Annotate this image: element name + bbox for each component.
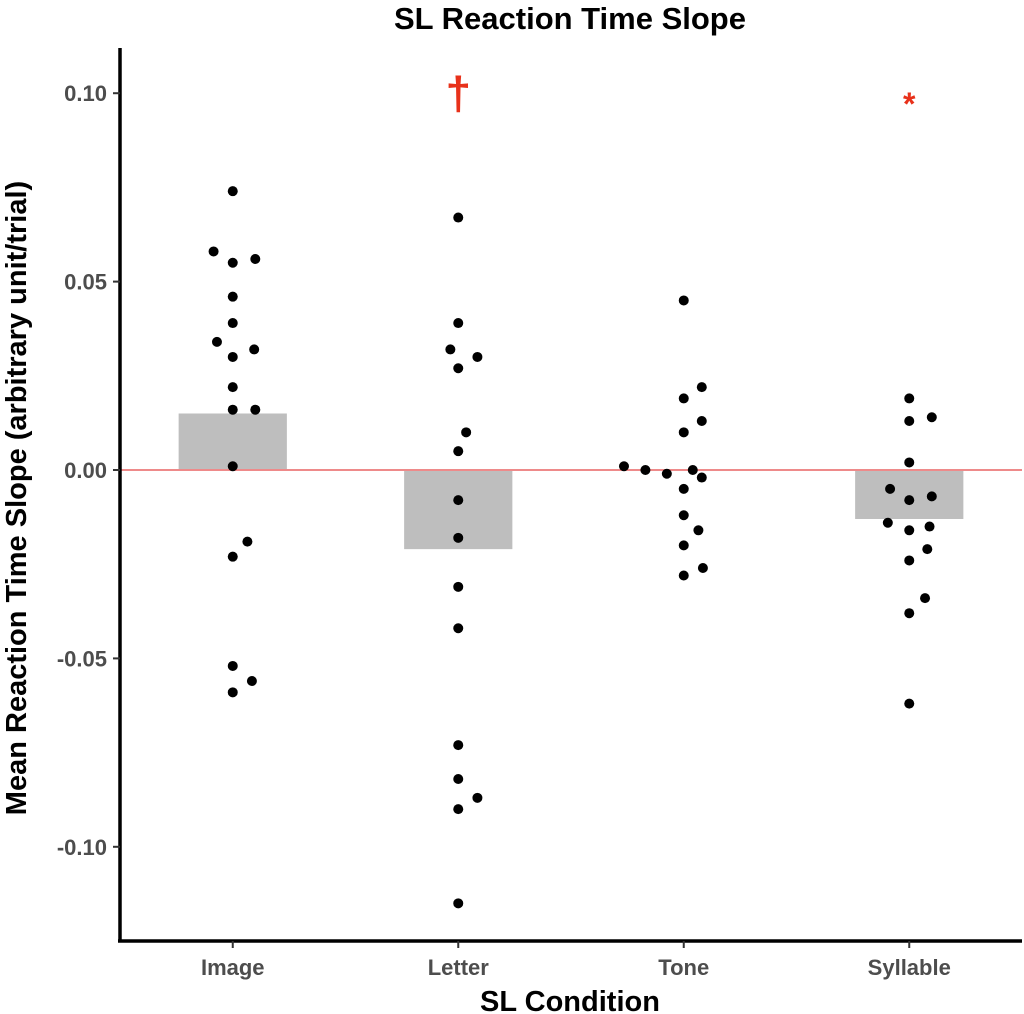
point-syllable-3 bbox=[904, 416, 915, 427]
x-tick-label-tone: Tone bbox=[658, 955, 709, 980]
x-ticks: Image Letter Tone Syllable bbox=[201, 941, 951, 980]
point-syllable-13 bbox=[920, 593, 931, 604]
point-image-2 bbox=[208, 246, 219, 257]
point-syllable-7 bbox=[926, 491, 937, 502]
significance-marker-syllable: * bbox=[903, 86, 916, 122]
significance-layer: † * bbox=[445, 67, 916, 122]
point-syllable-11 bbox=[922, 544, 933, 555]
point-letter-16 bbox=[453, 898, 464, 909]
y-ticks: 0.10 0.05 0.00 -0.05 -0.10 bbox=[57, 81, 120, 860]
point-syllable-5 bbox=[885, 483, 896, 494]
point-tone-15 bbox=[697, 562, 708, 573]
bars-layer bbox=[178, 413, 964, 550]
point-tone-3 bbox=[678, 393, 689, 404]
point-image-11 bbox=[227, 404, 238, 415]
y-tick-label: 0.10 bbox=[64, 81, 107, 106]
point-image-14 bbox=[242, 536, 253, 547]
point-letter-10 bbox=[453, 581, 464, 592]
point-letter-2 bbox=[453, 318, 464, 329]
point-letter-14 bbox=[472, 792, 483, 803]
chart-title: SL Reaction Time Slope bbox=[394, 1, 746, 36]
x-tick-label-letter: Letter bbox=[428, 955, 490, 980]
point-syllable-10 bbox=[924, 521, 935, 532]
point-image-15 bbox=[227, 551, 238, 562]
point-image-9 bbox=[249, 344, 260, 355]
point-tone-6 bbox=[618, 461, 629, 472]
point-syllable-12 bbox=[904, 555, 915, 566]
point-syllable-15 bbox=[904, 698, 915, 709]
point-tone-16 bbox=[678, 570, 689, 581]
point-image-18 bbox=[227, 687, 238, 698]
point-tone-5 bbox=[678, 427, 689, 438]
x-tick-label-syllable: Syllable bbox=[868, 955, 951, 980]
point-letter-13 bbox=[453, 773, 464, 784]
point-syllable-9 bbox=[904, 525, 915, 536]
point-image-10 bbox=[227, 382, 238, 393]
point-tone-12 bbox=[678, 510, 689, 521]
point-letter-8 bbox=[453, 495, 464, 506]
x-tick-label-image: Image bbox=[201, 955, 265, 980]
point-letter-9 bbox=[453, 532, 464, 543]
point-letter-5 bbox=[453, 363, 464, 374]
point-tone-11 bbox=[678, 483, 689, 494]
point-letter-7 bbox=[453, 446, 464, 457]
point-letter-4 bbox=[472, 351, 483, 362]
point-letter-12 bbox=[453, 740, 464, 751]
point-image-12 bbox=[250, 404, 261, 415]
point-syllable-8 bbox=[882, 517, 893, 528]
point-tone-2 bbox=[696, 382, 707, 393]
point-image-5 bbox=[227, 291, 238, 302]
y-tick-label: -0.10 bbox=[57, 835, 107, 860]
point-image-16 bbox=[227, 660, 238, 671]
point-tone-8 bbox=[661, 468, 672, 479]
point-tone-7 bbox=[640, 465, 651, 476]
point-tone-10 bbox=[696, 472, 707, 483]
point-letter-15 bbox=[453, 804, 464, 815]
point-syllable-4 bbox=[904, 457, 915, 468]
bar-syllable bbox=[855, 470, 964, 519]
x-axis-title: SL Condition bbox=[480, 986, 660, 1014]
point-image-3 bbox=[227, 257, 238, 268]
point-letter-11 bbox=[453, 623, 464, 634]
point-letter-1 bbox=[453, 212, 464, 223]
point-letter-3 bbox=[445, 344, 456, 355]
point-image-6 bbox=[227, 318, 238, 329]
point-tone-4 bbox=[696, 416, 707, 427]
y-tick-label: 0.00 bbox=[64, 458, 107, 483]
point-syllable-14 bbox=[904, 608, 915, 619]
bar-image bbox=[178, 413, 287, 471]
point-tone-1 bbox=[678, 295, 689, 306]
point-letter-6 bbox=[461, 427, 472, 438]
point-syllable-1 bbox=[904, 393, 915, 404]
significance-marker-letter: † bbox=[445, 67, 471, 119]
point-tone-14 bbox=[678, 540, 689, 551]
point-tone-13 bbox=[693, 525, 704, 536]
points-layer bbox=[208, 186, 937, 909]
y-tick-label: -0.05 bbox=[57, 646, 107, 671]
point-image-4 bbox=[250, 254, 261, 265]
point-image-17 bbox=[246, 676, 257, 687]
y-tick-label: 0.05 bbox=[64, 270, 107, 295]
y-axis-title: Mean Reaction Time Slope (arbitrary unit… bbox=[1, 181, 33, 815]
point-syllable-2 bbox=[926, 412, 937, 423]
point-image-1 bbox=[227, 186, 238, 197]
point-syllable-6 bbox=[904, 495, 915, 506]
point-image-8 bbox=[227, 351, 238, 362]
point-tone-9 bbox=[687, 465, 698, 476]
point-image-7 bbox=[211, 336, 222, 347]
point-image-13 bbox=[227, 461, 238, 472]
